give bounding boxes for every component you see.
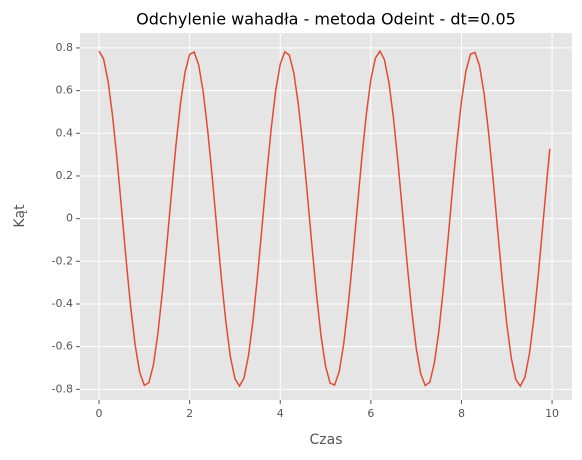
y-tick-label: 0.6	[56, 84, 74, 97]
x-tick-label: 0	[96, 407, 103, 420]
x-tick-label: 4	[277, 407, 284, 420]
x-tick-label: 6	[367, 407, 374, 420]
y-tick-label: 0	[66, 212, 73, 225]
x-tick-label: 10	[545, 407, 559, 420]
chart-title: Odchylenie wahadła - metoda Odeint - dt=…	[136, 10, 516, 29]
y-tick-label: -0.4	[52, 297, 73, 310]
x-axis-label: Czas	[310, 432, 343, 448]
x-tick-label: 8	[458, 407, 465, 420]
y-tick-label: -0.8	[52, 382, 73, 395]
plot-area	[80, 33, 572, 400]
y-tick-label: 0.8	[56, 41, 74, 54]
x-tick-label: 2	[186, 407, 193, 420]
y-axis-label: Kąt	[12, 204, 28, 228]
y-tick-label: -0.2	[52, 254, 73, 267]
y-tick-label: -0.6	[52, 340, 73, 353]
data-line	[98, 49, 551, 388]
y-tick-label: 0.2	[56, 169, 74, 182]
y-tick-label: 0.4	[56, 126, 74, 139]
